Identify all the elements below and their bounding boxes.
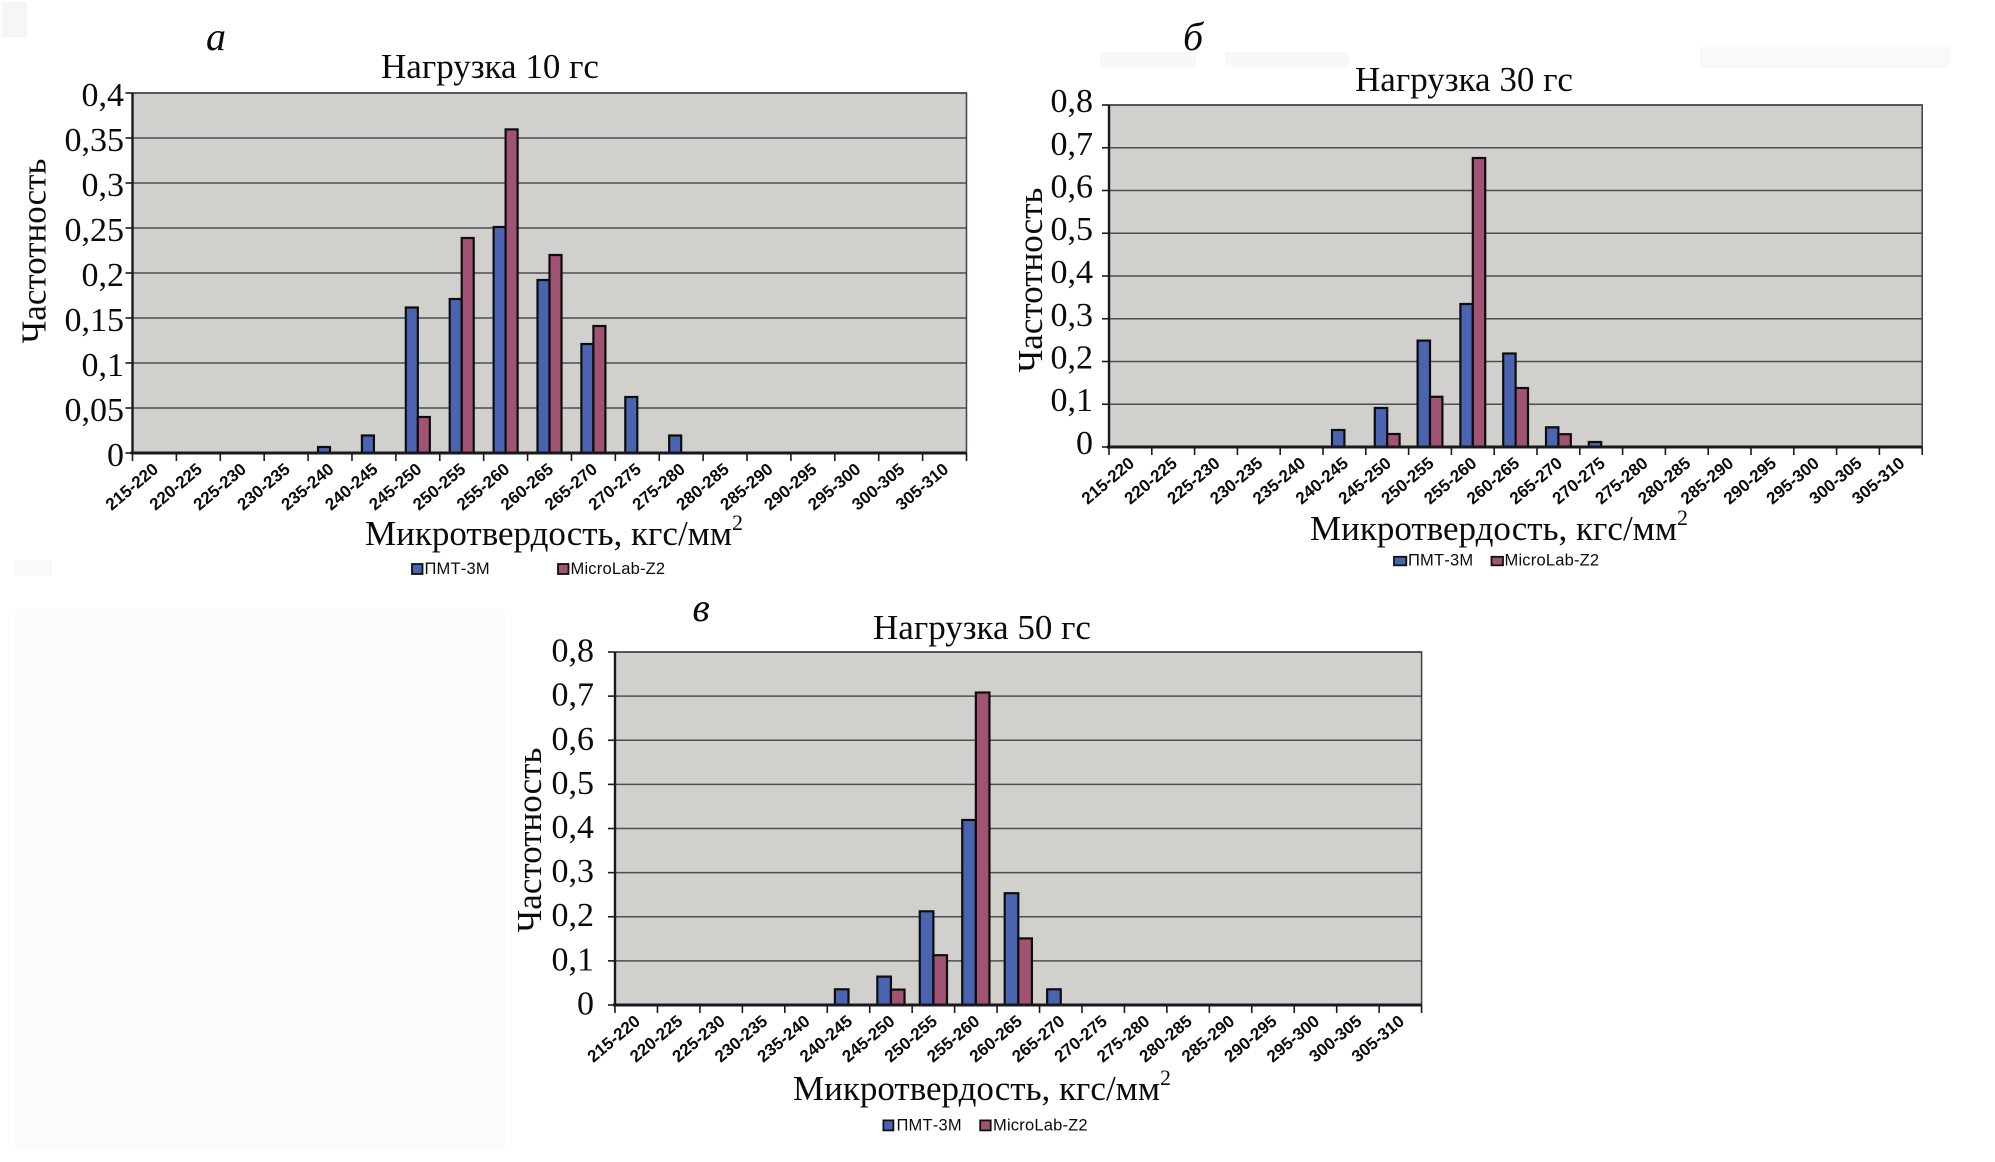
- svg-text:0,3: 0,3: [82, 167, 125, 204]
- svg-text:MicroLab-Z2: MicroLab-Z2: [993, 1117, 1088, 1135]
- svg-text:0,1: 0,1: [552, 941, 595, 978]
- svg-text:Нагрузка 50 гс: Нагрузка 50 гс: [873, 608, 1091, 647]
- svg-text:Микротвердость, кгс/мм2: Микротвердость, кгс/мм2: [1310, 505, 1688, 548]
- svg-text:0,3: 0,3: [552, 853, 595, 890]
- svg-text:0,5: 0,5: [1051, 211, 1094, 248]
- svg-text:0,3: 0,3: [1051, 297, 1094, 334]
- svg-text:Частотность: Частотность: [1011, 188, 1050, 373]
- svg-text:0,15: 0,15: [65, 302, 125, 339]
- svg-text:0,4: 0,4: [552, 809, 595, 846]
- svg-text:0: 0: [1076, 425, 1093, 462]
- svg-text:ПМТ-3М: ПМТ-3М: [425, 560, 490, 578]
- svg-text:0: 0: [107, 437, 124, 474]
- svg-text:Частотность: Частотность: [15, 159, 54, 344]
- svg-text:Микротвердость, кгс/мм2: Микротвердость, кгс/мм2: [365, 510, 743, 553]
- svg-text:0,6: 0,6: [552, 721, 595, 758]
- svg-text:0,8: 0,8: [1051, 83, 1094, 120]
- svg-text:а: а: [206, 14, 226, 59]
- svg-text:0,2: 0,2: [552, 897, 595, 934]
- svg-text:MicroLab-Z2: MicroLab-Z2: [1505, 552, 1600, 570]
- svg-text:0,25: 0,25: [65, 212, 125, 249]
- svg-text:Нагрузка 30 гс: Нагрузка 30 гс: [1355, 60, 1573, 99]
- svg-text:ПМТ-3М: ПМТ-3М: [1408, 552, 1473, 570]
- svg-text:0,1: 0,1: [82, 347, 125, 384]
- svg-text:0,7: 0,7: [552, 677, 595, 714]
- svg-text:MicroLab-Z2: MicroLab-Z2: [571, 560, 666, 578]
- svg-text:0,1: 0,1: [1051, 382, 1094, 419]
- svg-text:ПМТ-3М: ПМТ-3М: [897, 1117, 962, 1135]
- svg-text:0,2: 0,2: [82, 257, 125, 294]
- svg-text:0,4: 0,4: [82, 77, 125, 114]
- svg-text:0,35: 0,35: [65, 122, 125, 159]
- svg-text:0: 0: [577, 986, 594, 1023]
- svg-text:0,8: 0,8: [552, 633, 595, 670]
- svg-text:0,5: 0,5: [552, 765, 595, 802]
- svg-text:0,6: 0,6: [1051, 169, 1094, 206]
- svg-text:Нагрузка 10 гс: Нагрузка 10 гс: [381, 47, 599, 86]
- svg-text:в: в: [692, 585, 709, 630]
- svg-text:0,4: 0,4: [1051, 254, 1094, 291]
- svg-text:0,2: 0,2: [1051, 340, 1094, 377]
- svg-text:б: б: [1183, 14, 1205, 59]
- svg-text:0,05: 0,05: [65, 392, 125, 429]
- svg-text:Микротвердость, кгс/мм2: Микротвердость, кгс/мм2: [793, 1065, 1171, 1108]
- svg-text:Частотность: Частотность: [510, 748, 549, 933]
- svg-text:0,7: 0,7: [1051, 126, 1094, 163]
